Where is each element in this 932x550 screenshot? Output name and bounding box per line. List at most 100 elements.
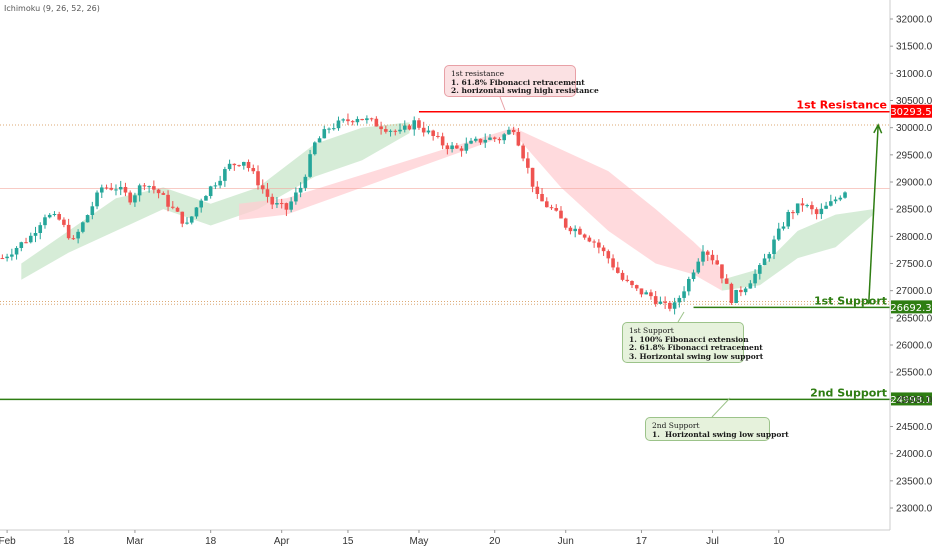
candle-body-16 [76,231,80,239]
candle-body-146 [691,272,696,280]
price-tick-label-2: 31000.0 [896,69,932,80]
annotation-2nd-support: 2nd Support 1. Horizontal swing low suppo… [645,417,789,441]
level-price-tag-0 [891,104,932,118]
candle-body-35 [166,194,170,207]
candle-body-174 [824,205,828,209]
annotation-line: 1st Support [629,326,674,335]
cloud-segment-2 [721,209,874,291]
time-tick-label-11: 10 [773,536,785,547]
level-price-tag-2 [891,392,932,406]
candle-body-18 [85,215,90,223]
candle-body-64 [303,176,308,188]
candle-body-120 [568,227,573,232]
candle-body-147 [696,261,701,273]
candle-body-40 [189,216,194,223]
price-tick-label-18: 23000.0 [896,504,932,515]
candle-body-54 [256,171,260,186]
candle-body-91 [431,130,435,136]
time-axis[interactable]: Feb 18 Mar 18 Apr 15 May 20 Jun 17 Jul 10 [0,529,890,547]
candle-body-11 [52,214,57,216]
candle-body-177 [838,197,843,200]
candle-body-108 [511,129,516,133]
level-price-text-0: 30293.5 [890,107,931,118]
candle-body-113 [535,186,540,194]
candle-body-103 [488,137,492,140]
candle-body-175 [829,201,833,206]
candle-body-138 [653,296,658,304]
annotation-line: 2. horizontal swing high resistance [451,86,599,95]
candle-body-58 [275,203,279,205]
candle-body-68 [322,129,327,139]
time-tick-label-8: Jun [558,536,574,547]
price-axis[interactable]: 32000.0 31500.0 31000.0 30500.0 30000.0 29500… [889,0,932,530]
candle-body-74 [350,121,355,123]
horizontal-dotted-lines [0,124,890,305]
candle-body-155 [734,289,738,304]
candle-body-173 [819,208,824,215]
candle-body-170 [805,205,809,207]
arrow-shaft [867,124,879,305]
candle-body-178 [843,192,847,198]
candle-body-4 [19,242,24,248]
price-tick-label-14: 25000.0 [896,395,932,406]
candle-body-119 [563,218,568,228]
annotation-line: 2nd Support [652,421,700,430]
candle-body-56 [265,189,270,197]
candle-body-67 [317,138,322,143]
candle-body-57 [270,196,275,205]
time-tick-label-6: May [410,536,429,547]
candle-body-38 [180,211,185,224]
time-tick-label-2: Mar [126,536,144,547]
candle-body-24 [114,189,118,191]
annotation-line: 1. 100% Fibonacci extension [629,334,749,344]
candle-body-47 [223,169,227,181]
candle-body-145 [687,279,691,292]
candle-body-149 [705,251,710,255]
candle-body-80 [379,126,383,130]
time-tick-label-3: 18 [205,536,217,547]
candle-body-115 [544,201,549,208]
candle-body-97 [459,148,464,151]
candle-body-50 [237,165,241,167]
candle-body-28 [133,195,137,203]
candle-body-169 [800,203,805,206]
candle-body-148 [701,251,705,262]
candle-body-102 [483,139,488,143]
time-tick-label-10: Jul [706,536,719,547]
candle-body-154 [729,283,734,304]
price-tick-label-11: 26500.0 [896,313,932,324]
candle-body-107 [507,129,511,135]
candle-body-167 [791,212,795,214]
candle-body-33 [156,189,161,194]
candle-body-7 [33,233,38,236]
candle-body-88 [417,120,421,128]
candle-body-55 [260,185,265,190]
candle-body-135 [639,288,644,295]
candle-body-132 [625,279,630,281]
candle-body-14 [66,224,71,239]
candle-body-32 [152,186,156,190]
indicator-legend[interactable]: Ichimoku (9, 26, 52, 26) [4,4,100,13]
candle-body-144 [682,291,686,298]
annotation-line: 3. Horizontal swing low support [629,351,764,361]
candle-body-176 [833,199,838,202]
level-label-1: 1st Support [814,294,887,307]
arrow-head [873,123,883,134]
candle-body-118 [559,210,563,219]
candle-body-160 [758,265,762,274]
level-label-0: 1st Resistance [796,99,887,112]
candle-body-136 [644,292,648,295]
candle-body-152 [720,264,724,279]
candlesticks [0,113,847,315]
candle-body-104 [492,137,497,139]
candle-body-45 [213,185,218,187]
candle-body-159 [753,273,757,284]
candle-body-166 [786,212,791,227]
candle-body-1 [5,256,9,259]
level-price-tag-1 [891,300,932,314]
candle-body-2 [10,254,14,257]
annotation-line: 1. 61.8% Fibonacci retracement [451,77,585,87]
candle-body-19 [90,206,95,216]
candle-body-128 [606,251,611,259]
